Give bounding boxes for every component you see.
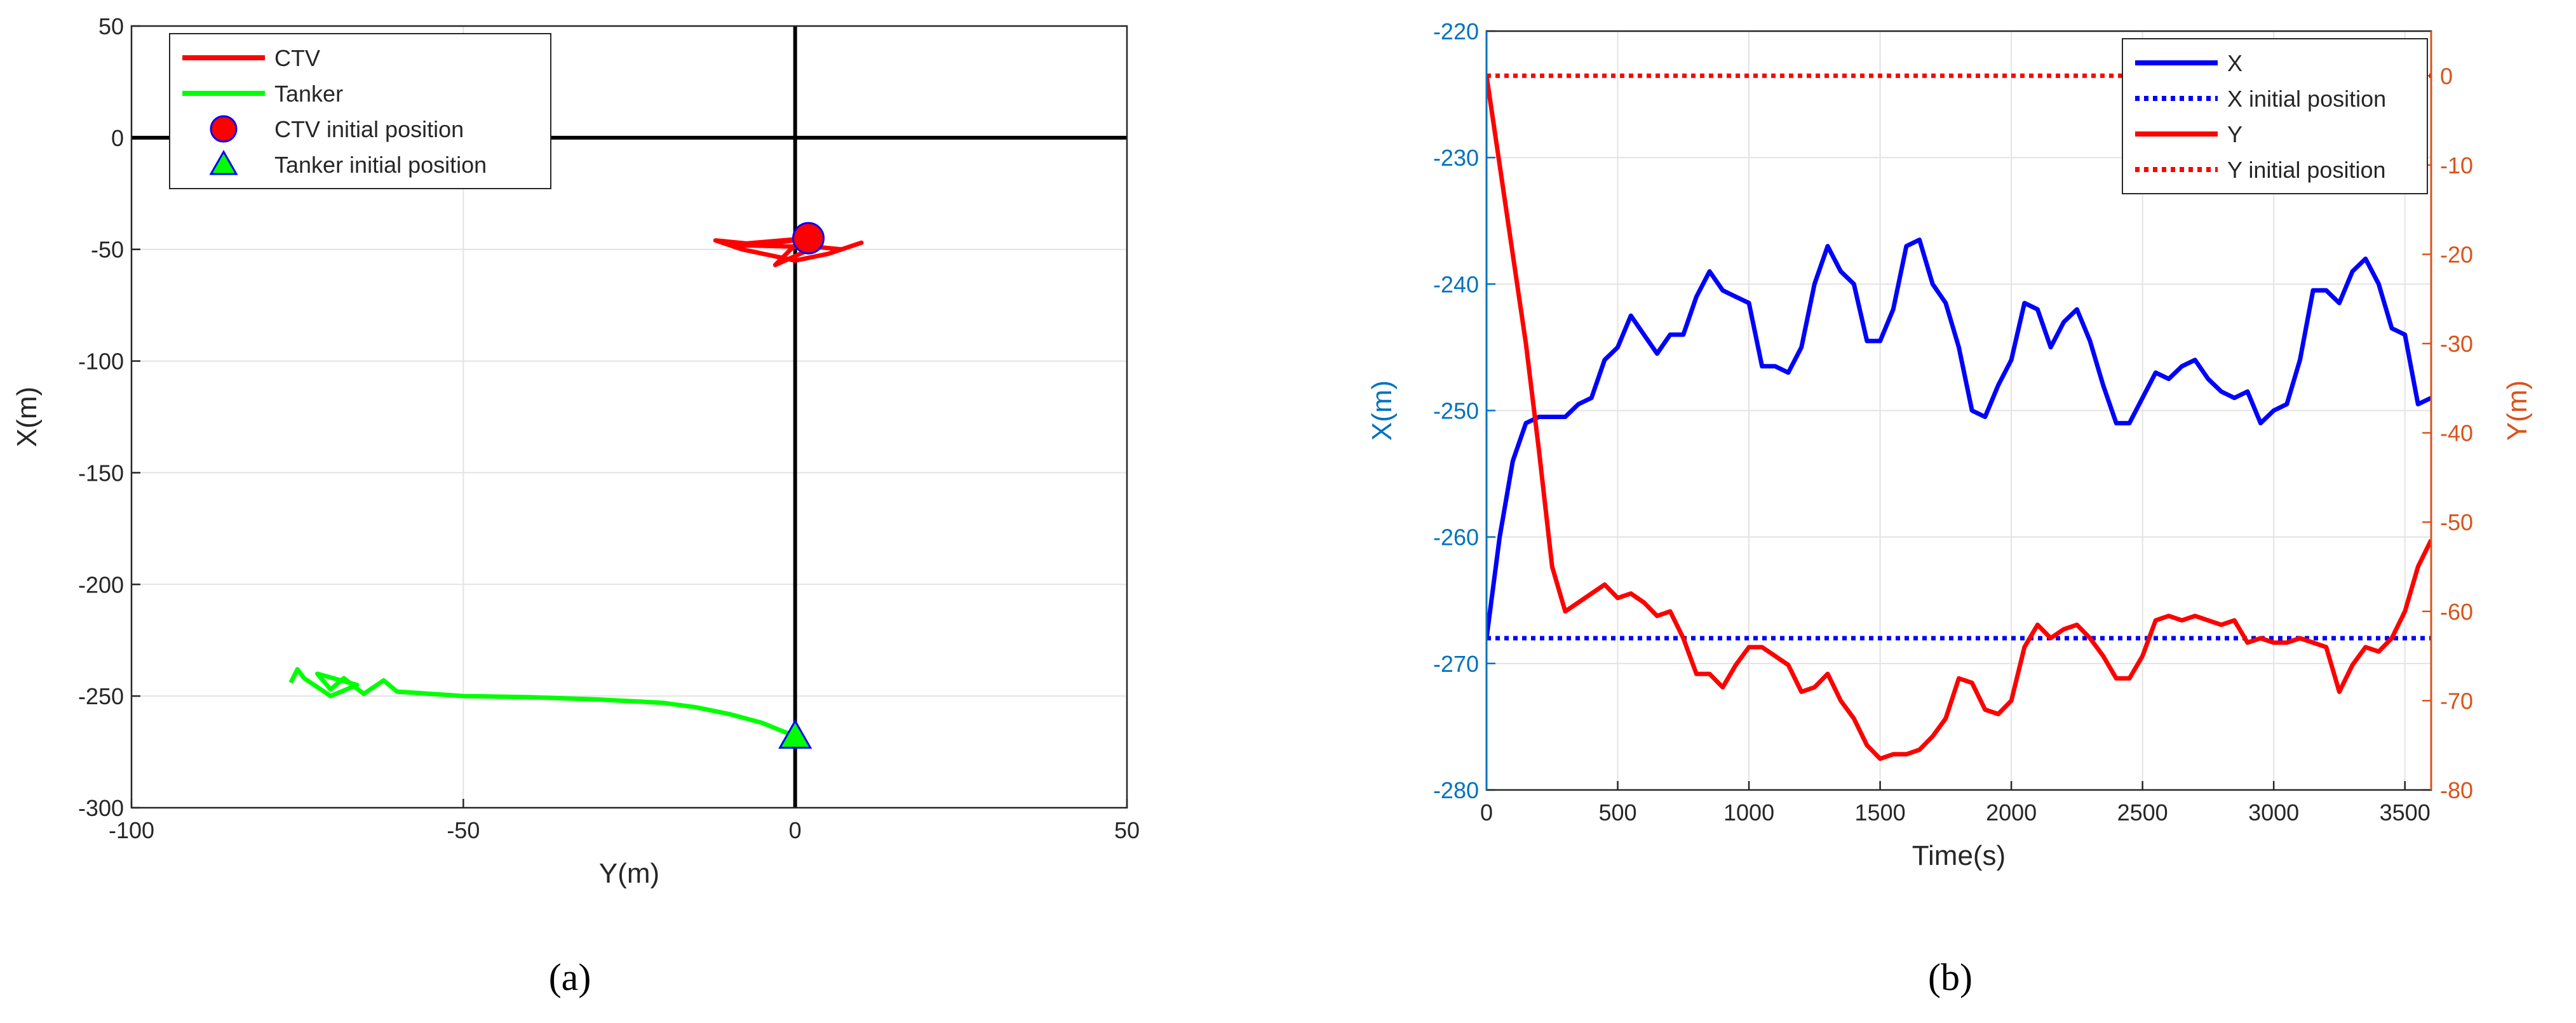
legend-label: X: [2227, 50, 2242, 76]
x-axis-label: Time(s): [1912, 840, 2006, 871]
y-tick-label: -280: [1433, 777, 1479, 803]
x-tick-label: 3500: [2380, 799, 2431, 826]
x-tick-label: -50: [447, 817, 480, 843]
y2-tick-label: 0: [2440, 63, 2453, 89]
x-tick-label: 2500: [2117, 799, 2168, 826]
y-tick-label: -50: [91, 237, 124, 263]
y-tick-label: -260: [1433, 525, 1479, 551]
legend-label: CTV: [274, 45, 320, 71]
y2-tick-label: -10: [2440, 152, 2473, 178]
x-tick-label: -100: [109, 817, 154, 843]
y-tick-label: -270: [1433, 651, 1479, 677]
legend-label: Tanker: [274, 81, 343, 107]
y-axis-label: X(m): [1366, 380, 1398, 441]
legend-label: Y: [2227, 121, 2242, 147]
y2-tick-label: -80: [2440, 777, 2473, 803]
series-line: [288, 667, 797, 739]
legend-label: X initial position: [2227, 86, 2386, 112]
y-tick-label: -100: [78, 349, 124, 375]
y2-axis-label: Y(m): [2502, 380, 2533, 441]
y-tick-label: -200: [78, 572, 124, 598]
x-tick-label: 500: [1598, 799, 1636, 826]
legend-label: CTV initial position: [274, 116, 464, 142]
x-tick-label: 3000: [2248, 799, 2299, 826]
y2-tick-label: -70: [2440, 688, 2473, 714]
y2-tick-label: -50: [2440, 509, 2473, 535]
y-tick-label: -250: [1433, 398, 1479, 424]
y-axis-label: X(m): [11, 387, 43, 447]
y-tick-label: -220: [1433, 18, 1479, 44]
legend-marker: [209, 149, 238, 175]
y-tick-label: -230: [1433, 145, 1479, 171]
x-tick-label: 50: [1114, 817, 1140, 843]
legend-label: Tanker initial position: [274, 152, 487, 178]
legend-label: Y initial position: [2227, 157, 2386, 183]
x-tick-label: 1000: [1723, 799, 1774, 826]
marker: [792, 222, 825, 255]
caption: (b): [1928, 956, 1972, 998]
legend-marker: [210, 115, 238, 143]
y-tick-label: -150: [78, 460, 124, 486]
y-tick-label: -300: [78, 795, 124, 821]
caption: (a): [549, 956, 591, 998]
series-line: [1487, 75, 2431, 761]
y2-tick-label: -40: [2440, 420, 2473, 446]
y-tick-label: 0: [111, 125, 124, 151]
plot-frame: [130, 25, 1128, 809]
x-tick-label: 0: [1480, 799, 1493, 826]
y2-tick-label: -20: [2440, 241, 2473, 267]
x-axis-label: Y(m): [599, 858, 659, 889]
series-line: [1487, 237, 2431, 639]
y2-tick-label: -30: [2440, 331, 2473, 357]
x-tick-label: 0: [789, 817, 802, 843]
x-tick-label: 1500: [1855, 799, 1906, 826]
y-tick-label: -250: [78, 683, 124, 709]
y-tick-label: -240: [1433, 271, 1479, 297]
x-tick-label: 2000: [1986, 799, 2037, 826]
y-tick-label: 50: [98, 13, 124, 39]
y2-tick-label: -60: [2440, 599, 2473, 625]
marker: [778, 719, 813, 749]
